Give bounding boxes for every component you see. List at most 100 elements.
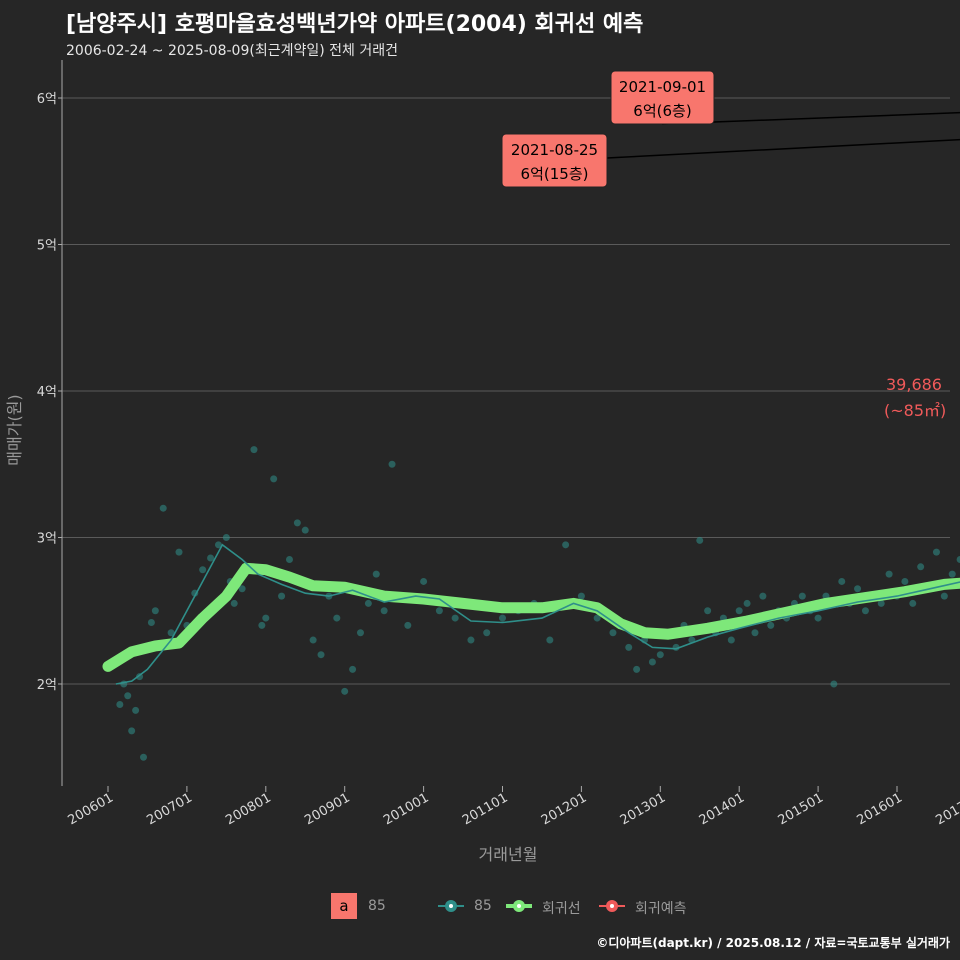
scatter-point (814, 614, 822, 622)
annotation-box (501, 133, 608, 188)
scatter-point (222, 534, 230, 541)
scatter-point (230, 599, 238, 607)
scatter-point (159, 504, 167, 512)
scatter-point (140, 753, 148, 761)
axes: 2억 3억 4억 5억 6억 200601 200701 200801 200901 201001… (5, 60, 960, 864)
x-tick-label: 200801 (223, 790, 273, 828)
scatter-point (562, 541, 570, 549)
scatter-point (356, 629, 364, 637)
scatter-point (633, 665, 641, 673)
scatter-point (285, 555, 293, 563)
x-tick-label: 201601 (855, 790, 905, 828)
scatter-point (214, 541, 222, 549)
annotation-price: 6억(6층) (633, 102, 691, 120)
scatter-point (175, 548, 183, 556)
scatter-point (577, 592, 585, 600)
legend-prediction-label: 회귀예측 (635, 901, 687, 917)
scatter-point (388, 460, 396, 468)
scatter-point (207, 554, 215, 562)
x-tick-label: 201101 (460, 790, 510, 828)
scatter-point (372, 570, 380, 578)
page-subtitle: 2006-02-24 ~ 2025-08-09(최근계약일) 전체 거래건 (66, 43, 398, 59)
scatter-point (798, 592, 806, 600)
scatter-point (767, 621, 775, 629)
scatter-point (364, 599, 372, 607)
legend-prediction-key (599, 900, 625, 912)
scatter-point (128, 727, 136, 735)
scatter-point (917, 563, 925, 571)
x-tick-label: 200701 (144, 790, 194, 828)
scatter-point (609, 629, 617, 637)
scatter-point (301, 526, 309, 534)
scatter-point (593, 614, 601, 622)
y-tick-label: 6억 (37, 92, 57, 107)
legend-scatter-key (438, 900, 464, 912)
x-tick-label: 201001 (381, 790, 431, 828)
annotation-date: 2021-08-25 (511, 141, 598, 159)
y-tick-label: 2억 (37, 678, 57, 693)
annotation-leader (661, 111, 960, 125)
x-tick-label: 200601 (66, 790, 116, 828)
annotation-price: 6억(15층) (521, 165, 589, 183)
legend-box-label: 85 (368, 898, 386, 914)
legend-regression-label: 회귀선 (542, 901, 581, 917)
legend-regression-key (506, 900, 532, 912)
scatter-point (956, 555, 960, 563)
scatter-point (270, 475, 278, 483)
scatter-point (250, 446, 258, 454)
annotation-leader (606, 138, 960, 159)
regression-line (102, 562, 960, 672)
x-tick-label: 201201 (539, 790, 589, 828)
scatter-point (167, 629, 175, 637)
scatter-points (116, 446, 960, 761)
legend-box-a: a (331, 893, 357, 919)
scatter-point (199, 566, 207, 574)
scatter-point (258, 621, 266, 629)
scatter-point (420, 577, 428, 585)
scatter-point (656, 651, 664, 659)
scatter-point (278, 592, 286, 600)
latest-area-label: (~85㎡) (884, 401, 946, 420)
scatter-point (940, 592, 948, 600)
scatter-point (546, 636, 554, 644)
scatter-point (435, 607, 443, 615)
x-tick-label: 201501 (776, 790, 826, 828)
scatter-point (317, 651, 325, 659)
scatter-point (696, 536, 704, 544)
scatter-point (735, 607, 743, 615)
scatter-point (341, 687, 349, 695)
scatter-point (293, 519, 301, 527)
scatter-point (727, 636, 735, 644)
scatter-point (467, 636, 475, 644)
latest-value-label: 39,686 (886, 375, 942, 394)
scatter-point (309, 636, 317, 644)
scatter-point (932, 548, 940, 556)
grid (62, 97, 950, 685)
scatter-point (861, 607, 869, 615)
scatter-point (877, 599, 885, 607)
annotation-box (610, 70, 715, 125)
annotations: 39,686 (~85㎡) 2021-09-01 6억(6층) 2021-08-25 6억… (501, 70, 960, 420)
footer-credit: ©디아파트(dapt.kr) / 2025.08.12 / 자료=국토교통부 실… (596, 936, 950, 950)
x-axis-title: 거래년월 (479, 845, 538, 864)
scatter-point (499, 614, 506, 622)
y-tick-label: 5억 (37, 239, 57, 254)
scatter-point (404, 621, 412, 629)
scatter-point (751, 629, 759, 637)
legend-series-label: 85 (474, 898, 492, 914)
legend: a 85 85 회귀선 회귀예측 (0, 890, 960, 922)
scatter-point (743, 599, 751, 607)
scatter-point (380, 607, 388, 615)
lines (102, 543, 960, 685)
x-tick-label: 201301 (618, 790, 668, 828)
x-tick-label: 200901 (302, 790, 352, 828)
scatter-point (124, 692, 132, 700)
scatter-point (885, 570, 893, 578)
x-tick-label: 201701 (933, 790, 960, 828)
y-axis-title: 매매가(원) (5, 394, 24, 465)
scatter-point (830, 680, 838, 688)
scatter-point (901, 577, 909, 585)
scatter-point (116, 701, 124, 709)
scatter-point (333, 614, 341, 622)
